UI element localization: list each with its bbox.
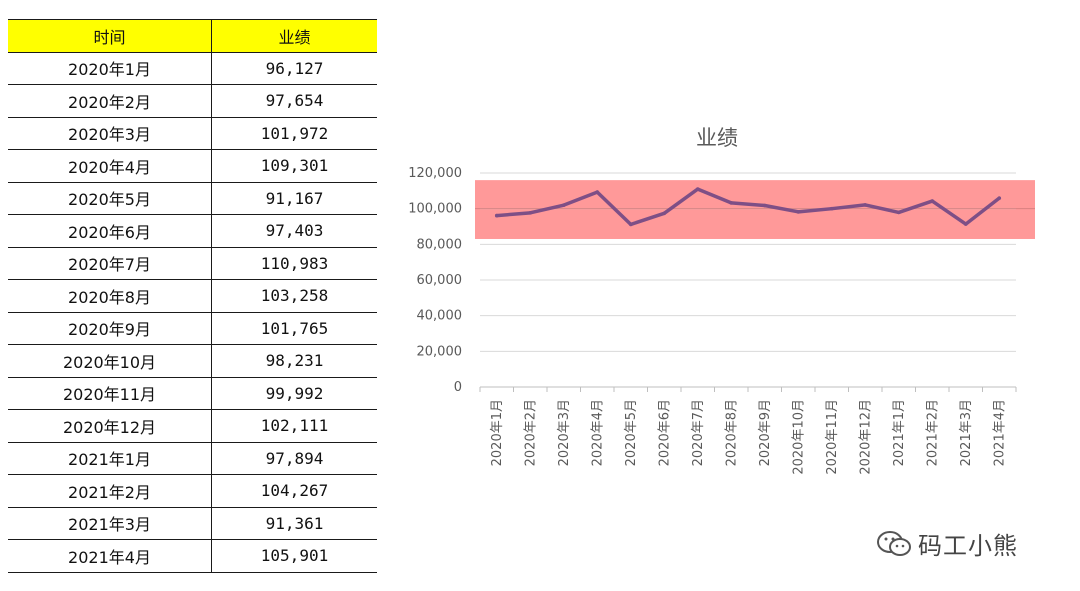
- cell-time: 2020年11月: [8, 377, 212, 410]
- data-point: [494, 213, 499, 218]
- table-row: 2021年1月 97,894: [8, 442, 377, 475]
- table-row: 2020年1月 96,127: [8, 52, 377, 85]
- table-row: 2020年5月 91,167: [8, 182, 377, 215]
- data-point: [896, 210, 901, 215]
- data-point: [695, 187, 700, 191]
- cell-time: 2020年3月: [8, 117, 212, 150]
- table-row: 2020年9月 101,765: [8, 312, 377, 345]
- cell-performance: 99,992: [211, 377, 377, 410]
- data-point: [863, 203, 868, 207]
- highlight-band: [475, 180, 1035, 239]
- cell-performance: 105,901: [211, 539, 377, 573]
- data-point: [662, 211, 667, 216]
- table-row: 2020年4月 109,301: [8, 149, 377, 183]
- table-header-row: 时间 业绩: [8, 19, 377, 53]
- cell-time: 2020年2月: [8, 84, 212, 118]
- cell-time: 2020年12月: [8, 409, 212, 443]
- x-tick-label: 2020年1月: [490, 399, 505, 466]
- data-point: [796, 210, 801, 214]
- table-row: 2020年7月 110,983: [8, 247, 377, 280]
- y-tick-label: 100,000: [408, 202, 462, 217]
- data-point: [997, 196, 1002, 200]
- cell-time: 2020年7月: [8, 247, 212, 280]
- y-tick-label: 120,000: [408, 166, 462, 181]
- x-tick-label: 2021年3月: [959, 399, 974, 466]
- data-point: [528, 211, 533, 215]
- x-tick-label: 2020年7月: [691, 399, 706, 466]
- wechat-icon: [877, 530, 911, 556]
- y-tick-label: 80,000: [417, 237, 463, 252]
- cell-performance: 102,111: [211, 409, 377, 443]
- cell-performance: 101,972: [211, 117, 377, 150]
- cell-performance: 109,301: [211, 149, 377, 183]
- table-row: 2021年3月 91,361: [8, 507, 377, 540]
- data-point: [829, 206, 834, 211]
- table-row: 2020年3月 101,972: [8, 117, 377, 150]
- cell-performance: 104,267: [211, 474, 377, 508]
- data-point: [963, 222, 968, 226]
- cell-time: 2020年9月: [8, 312, 212, 345]
- data-point: [628, 222, 633, 227]
- data-point: [729, 201, 734, 205]
- x-tick-label: 2021年4月: [992, 399, 1007, 466]
- cell-time: 2020年10月: [8, 344, 212, 378]
- cell-performance: 97,403: [211, 214, 377, 248]
- performance-line-chart: 业绩 0 20,000 40,000 60,000 80,000 100,000 120,0…: [408, 126, 1035, 475]
- x-tick-label: 2020年4月: [590, 399, 605, 466]
- data-point: [762, 203, 767, 208]
- cell-performance: 96,127: [211, 52, 377, 85]
- cell-time: 2020年8月: [8, 279, 212, 313]
- x-tick-label: 2021年2月: [925, 399, 940, 466]
- cell-performance: 110,983: [211, 247, 377, 280]
- cell-time: 2020年6月: [8, 214, 212, 248]
- header-performance: 业绩: [211, 19, 377, 53]
- y-tick-label: 20,000: [417, 344, 463, 359]
- data-point: [930, 199, 935, 203]
- x-tick-label: 2021年1月: [892, 399, 907, 466]
- cell-performance: 103,258: [211, 279, 377, 313]
- x-tick-label: 2020年10月: [791, 399, 806, 475]
- cell-performance: 98,231: [211, 344, 377, 378]
- cell-performance: 97,654: [211, 84, 377, 118]
- cell-time: 2020年1月: [8, 52, 212, 85]
- table-row: 2020年8月 103,258: [8, 279, 377, 313]
- watermark: 码工小熊: [876, 526, 1018, 561]
- x-tick-label: 2020年2月: [523, 399, 538, 466]
- cell-time: 2020年5月: [8, 182, 212, 215]
- table-row: 2020年6月 97,403: [8, 214, 377, 248]
- cell-time: 2021年2月: [8, 474, 212, 508]
- x-tick-label: 2020年3月: [557, 399, 572, 466]
- cell-performance: 91,167: [211, 182, 377, 215]
- table-row: 2020年10月 98,231: [8, 344, 377, 378]
- cell-performance: 97,894: [211, 442, 377, 475]
- series-line: [495, 187, 1001, 227]
- y-tick-label: 60,000: [417, 273, 463, 288]
- data-point: [595, 190, 600, 194]
- table-row: 2020年11月 99,992: [8, 377, 377, 410]
- data-point: [561, 203, 566, 207]
- x-tick-label: 2020年12月: [858, 399, 873, 475]
- x-tick-label: 2020年9月: [758, 399, 773, 466]
- header-time: 时间: [8, 19, 212, 53]
- table-row: 2021年4月 105,901: [8, 539, 377, 573]
- cell-performance: 101,765: [211, 312, 377, 345]
- table-row: 2021年2月 104,267: [8, 474, 377, 508]
- table-row: 2020年12月 102,111: [8, 409, 377, 443]
- cell-time: 2020年4月: [8, 149, 212, 183]
- data-table: 时间 业绩 2020年1月 96,127 2020年2月 97,654 2020年3月 1…: [8, 19, 377, 573]
- x-tick-label: 2020年8月: [724, 399, 739, 466]
- cell-time: 2021年4月: [8, 539, 212, 573]
- y-tick-label: 40,000: [417, 309, 463, 324]
- watermark-text: 码工小熊: [918, 532, 1018, 560]
- table-row: 2020年2月 97,654: [8, 84, 377, 118]
- cell-time: 2021年1月: [8, 442, 212, 475]
- chart-title: 业绩: [696, 126, 738, 150]
- x-tick-label: 2020年6月: [657, 399, 672, 466]
- cell-performance: 91,361: [211, 507, 377, 540]
- cell-time: 2021年3月: [8, 507, 212, 540]
- x-tick-label: 2020年11月: [825, 399, 840, 475]
- x-tick-label: 2020年5月: [624, 399, 639, 466]
- y-tick-label: 0: [454, 380, 462, 395]
